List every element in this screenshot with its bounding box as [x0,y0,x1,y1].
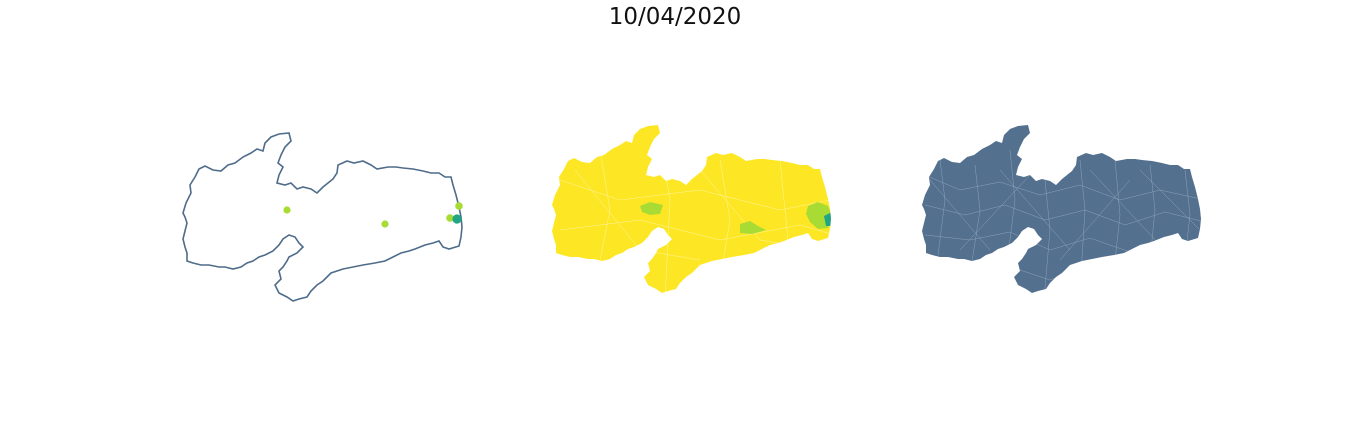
choropleth-map-panel [552,125,831,293]
case-point-high [452,214,462,224]
case-point [446,214,454,222]
region-mid [740,221,766,234]
case-point [381,220,389,228]
state-outline [182,132,463,302]
region-high [824,212,831,226]
figure-title: 10/04/2020 [608,4,742,30]
point-map-panel [182,132,463,302]
region-mid [640,202,663,215]
municipality-map-panel [922,125,1201,293]
case-point [455,202,463,210]
case-point [283,206,291,214]
state-municipalities [922,125,1201,293]
state-choropleth [552,125,831,293]
